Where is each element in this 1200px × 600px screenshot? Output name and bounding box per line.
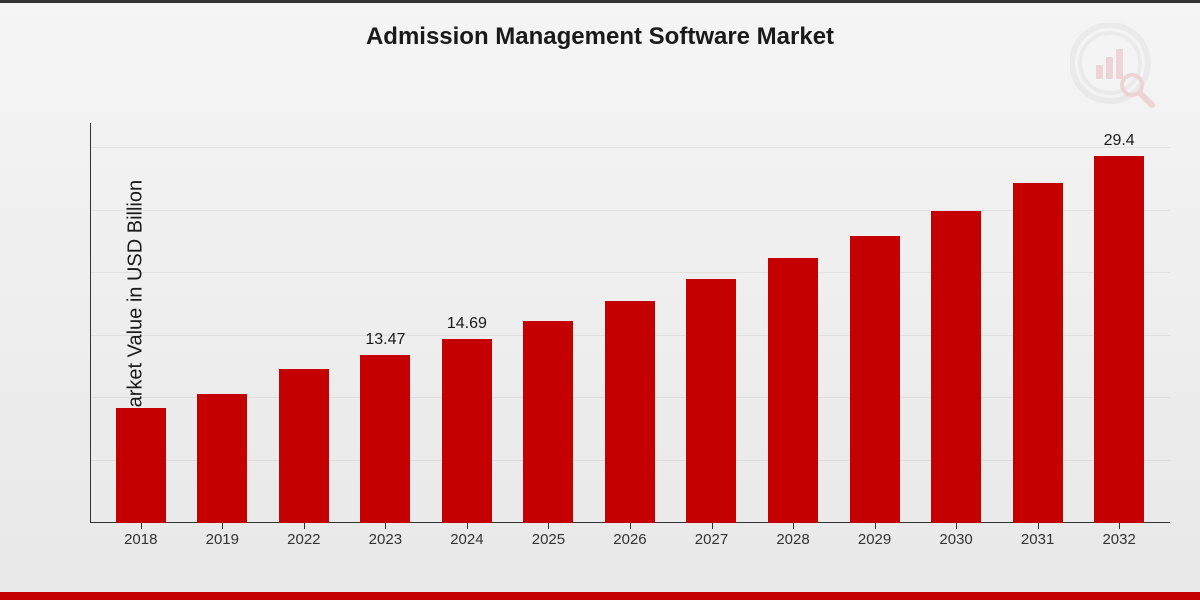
bar-wrap bbox=[274, 369, 334, 523]
bar-wrap bbox=[1008, 183, 1068, 523]
bar-wrap: 13.47 bbox=[355, 355, 415, 523]
plot-area: 13.4714.6929.4 2018201920222023202420252… bbox=[90, 123, 1170, 523]
x-tick-label: 2024 bbox=[437, 531, 497, 548]
bar bbox=[768, 258, 818, 523]
x-tick-label: 2018 bbox=[111, 531, 171, 548]
bar bbox=[850, 236, 900, 524]
x-tick bbox=[385, 523, 386, 529]
bar-wrap bbox=[763, 258, 823, 523]
bar-value-label: 13.47 bbox=[365, 331, 405, 349]
x-tick bbox=[793, 523, 794, 529]
bar bbox=[1094, 156, 1144, 524]
bar-wrap bbox=[845, 236, 905, 524]
bar bbox=[523, 321, 573, 524]
x-tick bbox=[875, 523, 876, 529]
bar-value-label: 29.4 bbox=[1104, 132, 1135, 150]
x-tick bbox=[222, 523, 223, 529]
x-axis-labels: 2018 2019 2022 2023 2024 2025 2026 2027 2028 2029… bbox=[90, 531, 1170, 548]
bar-wrap: 14.69 bbox=[437, 339, 497, 523]
x-tick bbox=[712, 523, 713, 529]
x-tick bbox=[304, 523, 305, 529]
x-tick-label: 2027 bbox=[681, 531, 741, 548]
x-tick-label: 2031 bbox=[1008, 531, 1068, 548]
x-tick bbox=[548, 523, 549, 529]
bar-wrap bbox=[681, 279, 741, 523]
bar bbox=[931, 211, 981, 524]
bar bbox=[605, 301, 655, 524]
bar bbox=[360, 355, 410, 523]
x-tick bbox=[630, 523, 631, 529]
chart-title: Admission Management Software Market bbox=[366, 23, 834, 51]
bar-wrap bbox=[926, 211, 986, 524]
x-tick bbox=[141, 523, 142, 529]
bar bbox=[197, 394, 247, 523]
bottom-accent-stripe bbox=[0, 592, 1200, 600]
bar bbox=[442, 339, 492, 523]
bar-wrap bbox=[600, 301, 660, 524]
bar-wrap: 29.4 bbox=[1089, 156, 1149, 524]
bar bbox=[116, 408, 166, 523]
x-tick-label: 2019 bbox=[192, 531, 252, 548]
bar-wrap bbox=[192, 394, 252, 523]
x-tick-label: 2029 bbox=[845, 531, 905, 548]
x-tick-label: 2025 bbox=[518, 531, 578, 548]
bar-wrap bbox=[518, 321, 578, 524]
bar bbox=[279, 369, 329, 523]
x-tick-label: 2022 bbox=[274, 531, 334, 548]
bar-wrap bbox=[111, 408, 171, 523]
bar bbox=[1013, 183, 1063, 523]
bars-group: 13.47 14.69 29.4 bbox=[90, 123, 1170, 523]
bar-value-label: 14.69 bbox=[447, 315, 487, 333]
x-tick-label: 2030 bbox=[926, 531, 986, 548]
watermark-logo-icon bbox=[1070, 23, 1160, 118]
x-tick bbox=[1119, 523, 1120, 529]
x-tick-label: 2026 bbox=[600, 531, 660, 548]
x-tick-label: 2028 bbox=[763, 531, 823, 548]
x-tick bbox=[956, 523, 957, 529]
bar bbox=[686, 279, 736, 523]
x-tick bbox=[467, 523, 468, 529]
x-tick-label: 2032 bbox=[1089, 531, 1149, 548]
x-tick-label: 2023 bbox=[355, 531, 415, 548]
x-tick bbox=[1038, 523, 1039, 529]
chart-container: Admission Management Software Market Mar… bbox=[0, 0, 1200, 600]
